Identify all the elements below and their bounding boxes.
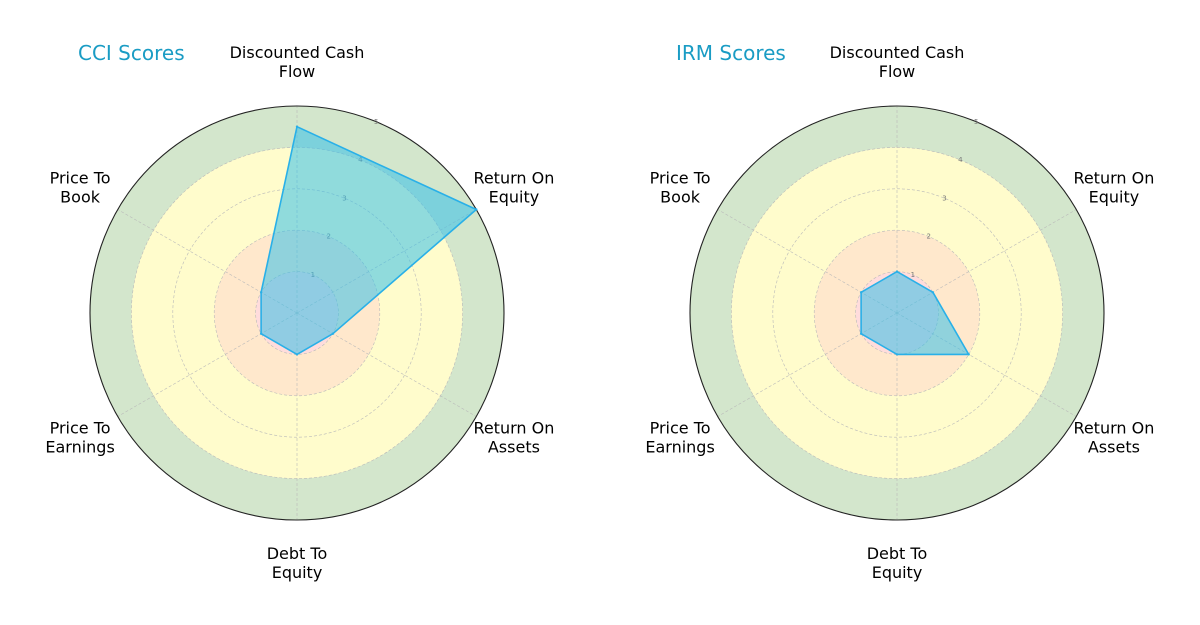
axis-label-line: Debt To: [867, 544, 928, 563]
outer-boundary: [689, 105, 1105, 521]
axis-label-line: Flow: [879, 62, 916, 81]
grid-ring-2: [813, 229, 981, 397]
r-tick-label: 5: [974, 118, 978, 126]
spoke-3: [896, 312, 1077, 417]
r-tick-label: 1: [911, 271, 915, 279]
series-point: [967, 353, 970, 356]
series-point: [859, 332, 863, 335]
axis-label: Discounted Cash Flow: [830, 43, 965, 81]
series-point: [859, 291, 863, 294]
chart-title: CCI Scores: [78, 41, 185, 65]
r-tick-label: 3: [942, 194, 946, 202]
axis-label: Price To Earnings: [45, 419, 114, 457]
axis-label: Debt To Equity: [267, 544, 328, 582]
axis-label: Return On Assets: [1073, 419, 1154, 457]
axis-label-line: Return On: [1073, 419, 1154, 438]
series-point: [259, 291, 263, 294]
axis-label: Return On Assets: [473, 419, 554, 457]
axis-label-line: Earnings: [45, 438, 114, 457]
axis-label-line: Equity: [1089, 187, 1140, 206]
axis-label-line: Return On: [1073, 168, 1154, 187]
axis-label-line: Return On: [473, 419, 554, 438]
grid-ring-3: [772, 188, 1022, 438]
axis-label-line: Equity: [872, 563, 923, 582]
axis-label: Debt To Equity: [867, 544, 928, 582]
r-tick-label: 2: [926, 233, 930, 241]
axis-label: Price To Earnings: [645, 419, 714, 457]
axis-label-line: Equity: [272, 563, 323, 582]
spoke-6: [117, 209, 298, 314]
axis-label-line: Debt To: [267, 544, 328, 563]
spoke-2: [896, 209, 1077, 314]
axis-label: Return On Equity: [473, 168, 554, 206]
axis-label-line: Assets: [488, 438, 540, 457]
axis-label-line: Equity: [489, 187, 540, 206]
axis-label-line: Price To: [650, 419, 711, 438]
spoke-5: [117, 312, 298, 417]
axis-label-line: Earnings: [645, 438, 714, 457]
series-point: [475, 208, 478, 211]
axis-label-line: Price To: [50, 168, 111, 187]
series-point: [931, 291, 935, 294]
series-point: [895, 270, 899, 273]
series-point: [295, 353, 299, 356]
axis-label-line: Book: [60, 187, 101, 206]
axis-label: Return On Equity: [1073, 168, 1154, 206]
axis-label-line: Return On: [473, 168, 554, 187]
chart-title: IRM Scores: [676, 41, 786, 65]
series-point: [259, 332, 263, 335]
spoke-6: [717, 209, 898, 314]
r-tick-label: 4: [958, 156, 963, 164]
axis-label: Price To Book: [50, 168, 111, 206]
axis-label: Discounted Cash Flow: [230, 43, 365, 81]
axis-label-line: Book: [660, 187, 701, 206]
axis-label: Price To Book: [650, 168, 711, 206]
axis-label-line: Assets: [1088, 438, 1140, 457]
spoke-3: [296, 312, 477, 417]
series-point: [895, 353, 899, 356]
grid-ring-2: [213, 229, 381, 397]
axis-label-line: Price To: [650, 168, 711, 187]
r-tick-label: 5: [374, 118, 378, 126]
spoke-5: [717, 312, 898, 417]
outer-boundary: [89, 105, 505, 521]
axis-label-line: Flow: [279, 62, 316, 81]
series-point: [295, 125, 299, 128]
series-point: [331, 332, 335, 335]
axis-label-line: Discounted Cash: [230, 43, 365, 62]
axis-label-line: Discounted Cash: [830, 43, 965, 62]
axis-label-line: Price To: [50, 419, 111, 438]
